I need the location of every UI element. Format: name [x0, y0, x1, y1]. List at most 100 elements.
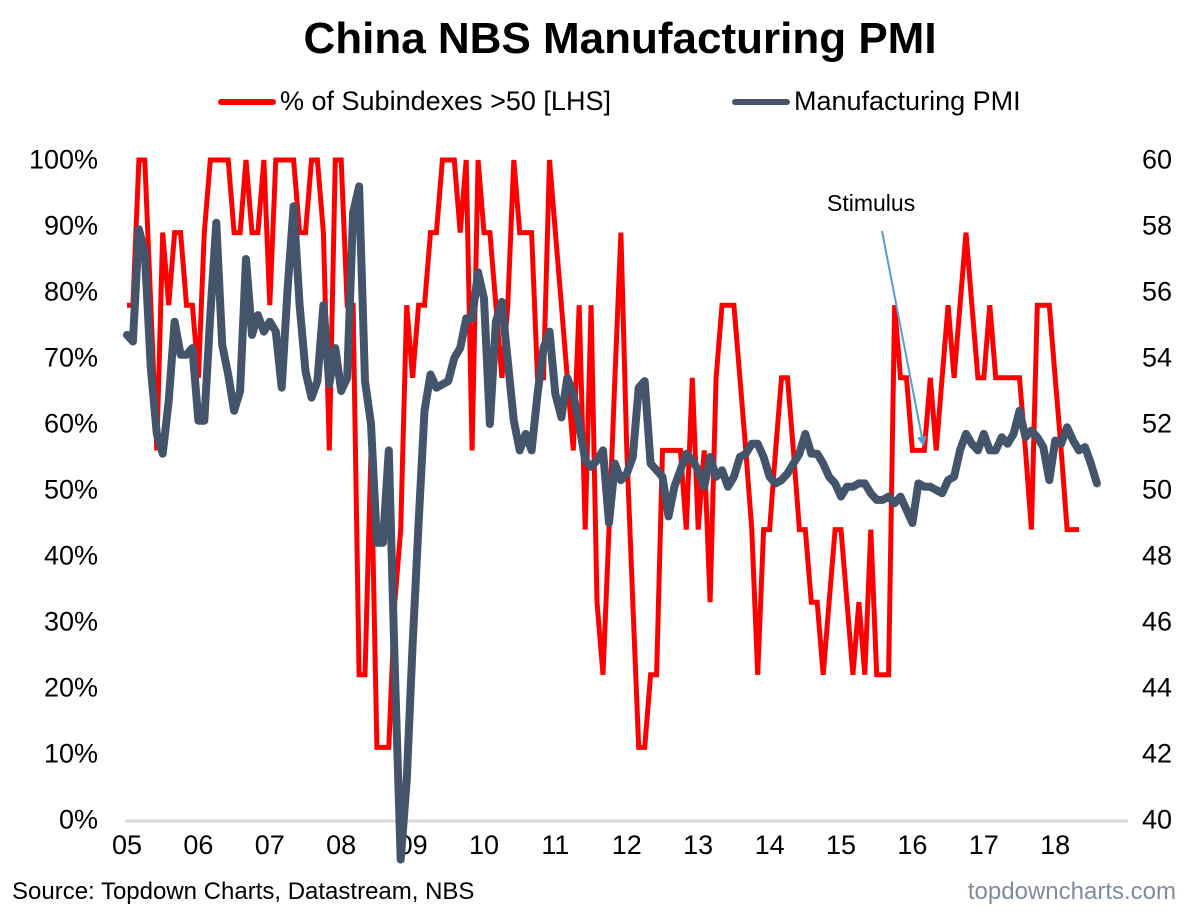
series-pmi-line	[123, 182, 1101, 864]
data-point	[1055, 377, 1056, 378]
data-point	[204, 232, 205, 233]
data-point	[246, 160, 247, 161]
data-point	[841, 529, 842, 530]
data-point	[543, 348, 544, 349]
left-axis-tick-label: 0%	[58, 804, 98, 835]
data-point	[525, 433, 526, 434]
data-point	[662, 450, 663, 451]
data-point	[418, 305, 419, 306]
data-point	[793, 450, 794, 451]
data-point	[805, 433, 806, 434]
data-point	[376, 542, 377, 543]
data-point	[252, 232, 253, 233]
data-point	[971, 443, 972, 444]
data-point	[484, 298, 485, 299]
data-point	[579, 424, 580, 425]
legend-swatch-red-line-icon	[218, 98, 276, 105]
data-point	[347, 305, 348, 306]
data-point	[460, 232, 461, 233]
data-point	[763, 457, 764, 458]
data-point	[234, 232, 235, 233]
data-point	[186, 305, 187, 306]
right-axis-tick-label: 58	[1142, 210, 1173, 241]
data-point	[632, 602, 633, 603]
data-point	[597, 602, 598, 603]
data-point	[1001, 437, 1002, 438]
legend-swatch-navy-line-icon	[732, 98, 790, 105]
legend-item-subindexes: % of Subindexes >50 [LHS]	[218, 86, 611, 117]
x-axis-tick-label: 07	[254, 830, 285, 860]
data-point	[900, 496, 901, 497]
data-point	[948, 480, 949, 481]
series-subindexes-line	[127, 157, 1079, 750]
data-point	[263, 160, 264, 161]
data-point	[977, 377, 978, 378]
data-point	[287, 288, 288, 289]
data-point	[478, 272, 479, 273]
data-point	[1079, 529, 1080, 530]
data-point	[698, 470, 699, 471]
data-point	[359, 674, 360, 675]
data-point	[222, 344, 223, 345]
legend-item-pmi: Manufacturing PMI	[732, 86, 1021, 117]
right-axis-tick-label: 42	[1142, 738, 1173, 769]
data-point	[781, 480, 782, 481]
data-point	[382, 747, 383, 748]
data-point	[983, 433, 984, 434]
data-point	[1049, 305, 1050, 306]
data-point	[936, 450, 937, 451]
data-point	[489, 232, 490, 233]
data-point	[150, 305, 151, 306]
data-point	[704, 450, 705, 451]
data-point	[359, 186, 360, 187]
data-point	[323, 305, 324, 306]
data-point	[674, 486, 675, 487]
right-axis-tick-label: 48	[1142, 540, 1173, 571]
data-point	[787, 473, 788, 474]
data-point	[1013, 433, 1014, 434]
data-point	[930, 377, 931, 378]
data-point	[1055, 440, 1056, 441]
data-point	[585, 460, 586, 461]
data-point	[341, 391, 342, 392]
data-point	[632, 457, 633, 458]
data-point	[162, 232, 163, 233]
data-point	[852, 674, 853, 675]
data-point	[948, 305, 949, 306]
data-point	[579, 305, 580, 306]
data-point	[858, 602, 859, 603]
data-point	[365, 674, 366, 675]
data-point	[739, 377, 740, 378]
data-point	[400, 859, 401, 860]
data-point	[234, 410, 235, 411]
data-point	[1019, 377, 1020, 378]
x-axis-tick-label: 11	[541, 830, 570, 860]
data-point	[549, 331, 550, 332]
data-point	[156, 433, 157, 434]
data-point	[1019, 410, 1020, 411]
data-point	[728, 305, 729, 306]
data-point	[353, 305, 354, 306]
data-point	[323, 232, 324, 233]
data-point	[882, 499, 883, 500]
right-axis-tick-label: 56	[1142, 276, 1173, 307]
data-point	[489, 424, 490, 425]
data-point	[1079, 450, 1080, 451]
data-point	[222, 160, 223, 161]
data-point	[662, 476, 663, 477]
data-point	[1043, 447, 1044, 448]
data-point	[252, 334, 253, 335]
data-point	[591, 466, 592, 467]
data-point	[757, 674, 758, 675]
data-point	[198, 420, 199, 421]
data-point	[394, 602, 395, 603]
data-point	[775, 450, 776, 451]
data-point	[888, 674, 889, 675]
source-note: Source: Topdown Charts, Datastream, NBS	[12, 878, 475, 905]
data-point	[555, 394, 556, 395]
data-point	[329, 450, 330, 451]
data-point	[966, 232, 967, 233]
data-point	[228, 374, 229, 375]
data-point	[1013, 377, 1014, 378]
data-point	[472, 450, 473, 451]
